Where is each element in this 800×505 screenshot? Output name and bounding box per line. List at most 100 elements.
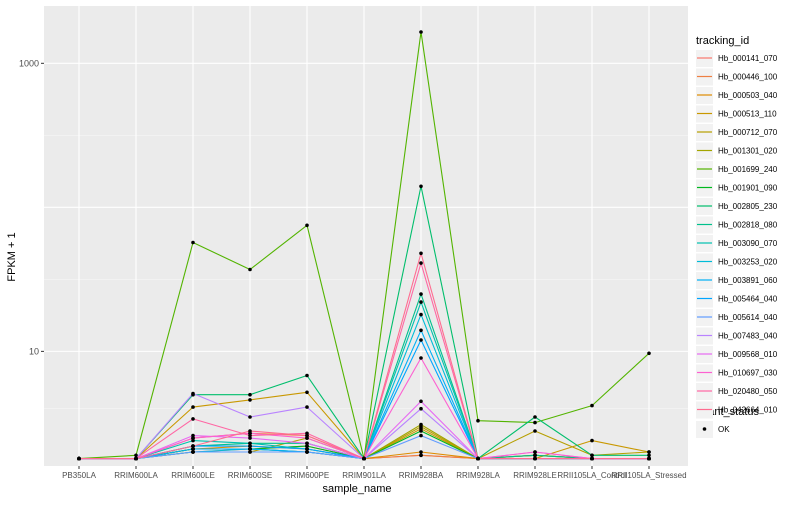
x-tick-label: RRII105LA_Control (557, 471, 627, 480)
data-point (191, 450, 195, 454)
y-axis-title: FPKM + 1 (6, 232, 18, 281)
legend-item-label: Hb_003090_070 (718, 239, 778, 248)
legend-item-label: Hb_010697_030 (718, 369, 778, 378)
legend-key-point (702, 427, 707, 431)
legend: tracking_id quant_status Hb_000141_070Hb… (696, 35, 778, 438)
legend-item-label: Hb_007483_040 (718, 332, 778, 341)
legend-item-label: Hb_002818_080 (718, 221, 778, 230)
data-point (533, 420, 537, 425)
data-point (305, 450, 309, 454)
data-point (134, 453, 138, 458)
data-point (191, 417, 195, 421)
legend-item-label: Hb_001699_240 (718, 165, 778, 174)
data-point (191, 436, 195, 440)
data-point (419, 292, 423, 296)
x-tick-label: RRIM600LE (171, 471, 215, 480)
legend-title: tracking_id (696, 35, 749, 47)
data-point (419, 406, 423, 411)
data-point (305, 433, 309, 438)
data-point (248, 398, 252, 402)
data-point (134, 456, 138, 461)
data-point (590, 453, 594, 458)
data-point (305, 436, 309, 440)
x-tick-label: RRIM600SE (228, 471, 272, 480)
legend-item-label: Hb_000513_110 (718, 110, 777, 119)
data-point (305, 373, 309, 378)
data-point (248, 267, 252, 272)
data-point (419, 356, 423, 360)
data-point (419, 184, 423, 189)
legend-item-label: Hb_003891_060 (718, 276, 778, 285)
data-point (419, 251, 423, 256)
x-tick-label: PB350LA (62, 471, 96, 480)
data-point (590, 456, 594, 461)
legend-status-label: OK (718, 425, 730, 434)
grid-lines (44, 6, 688, 466)
x-axis-title: sample_name (322, 483, 391, 495)
data-point (533, 429, 537, 433)
data-point (248, 447, 252, 451)
axes: 10 1000 PB350LA RRIM600LA RRIM600LE RRIM600SE… (19, 58, 687, 480)
legend-item-label: Hb_000446_100 (718, 73, 778, 82)
y-tick-label: 1000 (19, 58, 39, 68)
data-point (248, 429, 252, 433)
data-point (362, 456, 366, 461)
data-point (419, 429, 423, 433)
legend-item-label: Hb_002805_230 (718, 202, 778, 211)
data-point (419, 422, 423, 427)
legend-item-label: Hb_001901_090 (718, 184, 778, 193)
x-tick-label: RRIM600LA (114, 471, 158, 480)
data-point (419, 300, 423, 304)
data-point (248, 415, 252, 419)
legend-item-label: Hb_005614_040 (718, 313, 778, 322)
data-point (191, 447, 195, 451)
x-tick-label: RRIM600PE (285, 471, 329, 480)
data-point (191, 391, 195, 396)
legend-item-label: Hb_001301_020 (718, 147, 778, 156)
data-point (248, 433, 252, 438)
data-point (248, 436, 252, 440)
legend-item-label: Hb_000712_070 (718, 128, 778, 137)
data-point (647, 453, 651, 458)
data-point (419, 453, 423, 458)
data-point (248, 392, 252, 397)
data-point (419, 399, 423, 404)
data-point (647, 351, 651, 356)
data-point (305, 441, 309, 446)
data-point (533, 453, 537, 458)
data-point (419, 450, 423, 454)
data-point (191, 433, 195, 438)
data-point (191, 438, 195, 443)
data-point (533, 456, 537, 461)
data-point (248, 444, 252, 448)
data-point (533, 415, 537, 419)
data-point (419, 338, 423, 342)
data-point (647, 450, 651, 454)
data-point (476, 418, 480, 423)
legend-item-label: Hb_005464_040 (718, 295, 778, 304)
x-tick-label: RRII105LA_Stressed (611, 471, 686, 480)
legend-item-label: Hb_009568_010 (718, 350, 778, 359)
x-tick-label: RRIM928BA (399, 471, 444, 480)
legend-item-label: Hb_000141_070 (718, 54, 778, 63)
legend-item-label: Hb_003253_020 (718, 258, 778, 267)
data-point (191, 444, 195, 448)
data-point (476, 456, 480, 461)
data-point (305, 390, 309, 395)
data-point (590, 438, 594, 443)
legend-item-label: Hb_042664_010 (718, 406, 778, 415)
data-point (419, 433, 423, 438)
data-point (305, 447, 309, 451)
data-point (248, 441, 252, 446)
plot-panel (44, 6, 688, 466)
data-point (533, 450, 537, 454)
legend-item-label: Hb_020480_050 (718, 387, 778, 396)
data-point (248, 450, 252, 454)
data-point (590, 403, 594, 408)
data-point (419, 261, 423, 265)
data-point (647, 456, 651, 461)
x-tick-label: RRIM928LA (456, 471, 500, 480)
x-tick-label: RRIM928LE (513, 471, 557, 480)
